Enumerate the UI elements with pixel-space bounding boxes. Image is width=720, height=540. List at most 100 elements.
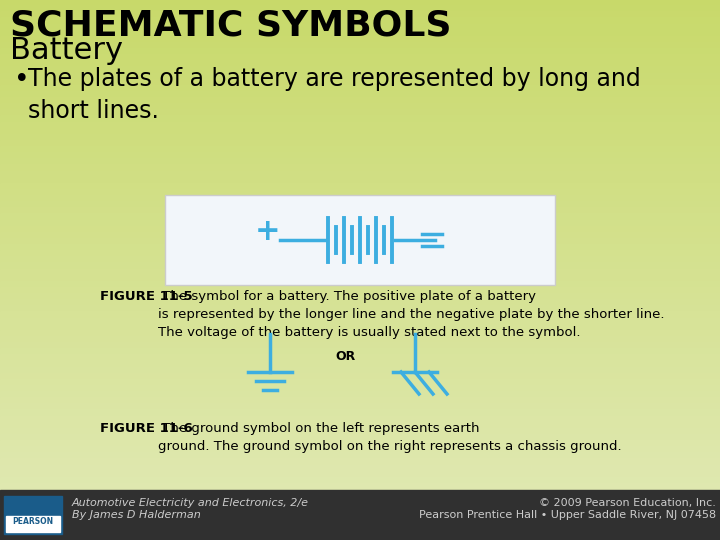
Bar bbox=[0, 281, 720, 288]
Bar bbox=[0, 409, 720, 416]
Bar bbox=[0, 24, 720, 31]
Bar bbox=[0, 367, 720, 374]
Bar bbox=[0, 146, 720, 153]
Bar bbox=[0, 244, 720, 251]
Bar bbox=[0, 464, 720, 471]
Bar bbox=[0, 385, 720, 392]
Bar bbox=[0, 268, 720, 275]
Text: By James D Halderman: By James D Halderman bbox=[72, 510, 201, 520]
Bar bbox=[0, 422, 720, 429]
Text: Education: Education bbox=[17, 528, 49, 533]
Bar bbox=[0, 287, 720, 294]
Bar bbox=[0, 85, 720, 92]
Bar bbox=[0, 238, 720, 245]
Bar bbox=[0, 318, 720, 325]
Bar bbox=[0, 453, 720, 460]
Bar bbox=[0, 275, 720, 282]
Bar bbox=[0, 60, 720, 68]
Bar bbox=[0, 226, 720, 233]
Bar bbox=[0, 305, 720, 312]
Bar bbox=[6, 516, 60, 532]
Bar bbox=[0, 403, 720, 410]
Bar bbox=[0, 336, 720, 343]
Bar bbox=[0, 183, 720, 190]
Bar bbox=[4, 496, 62, 534]
Bar bbox=[0, 330, 720, 337]
Bar bbox=[0, 66, 720, 73]
Bar bbox=[0, 54, 720, 61]
Text: Pearson Prentice Hall • Upper Saddle River, NJ 07458: Pearson Prentice Hall • Upper Saddle Riv… bbox=[419, 510, 716, 520]
Text: FIGURE 11-5: FIGURE 11-5 bbox=[100, 290, 193, 303]
Bar bbox=[0, 471, 720, 478]
Bar bbox=[0, 232, 720, 239]
Bar bbox=[0, 30, 720, 37]
Bar bbox=[0, 79, 720, 86]
Bar bbox=[0, 379, 720, 386]
Bar bbox=[0, 72, 720, 79]
Bar bbox=[0, 207, 720, 214]
Bar bbox=[0, 440, 720, 447]
Bar bbox=[0, 17, 720, 24]
Bar bbox=[0, 48, 720, 55]
Bar bbox=[0, 0, 720, 6]
Text: •: • bbox=[14, 67, 30, 93]
Bar bbox=[0, 434, 720, 441]
Text: Battery: Battery bbox=[10, 36, 123, 65]
Bar bbox=[0, 415, 720, 423]
FancyBboxPatch shape bbox=[165, 195, 555, 285]
Bar bbox=[0, 5, 720, 12]
Bar bbox=[0, 116, 720, 123]
Bar bbox=[0, 122, 720, 129]
Bar bbox=[0, 348, 720, 355]
Text: The symbol for a battery. The positive plate of a battery
is represented by the : The symbol for a battery. The positive p… bbox=[158, 290, 665, 339]
Bar bbox=[0, 458, 720, 465]
Bar bbox=[0, 213, 720, 220]
Bar bbox=[0, 477, 720, 484]
Bar bbox=[0, 373, 720, 380]
Bar bbox=[0, 189, 720, 196]
Text: The plates of a battery are represented by long and
short lines.: The plates of a battery are represented … bbox=[28, 67, 641, 123]
Bar bbox=[0, 201, 720, 208]
Bar bbox=[0, 97, 720, 104]
Bar bbox=[0, 490, 720, 540]
Bar bbox=[0, 219, 720, 227]
Bar bbox=[0, 312, 720, 319]
Bar bbox=[0, 391, 720, 398]
Bar bbox=[0, 140, 720, 147]
Bar bbox=[0, 299, 720, 306]
Bar bbox=[0, 171, 720, 178]
Bar bbox=[0, 262, 720, 269]
Text: SCHEMATIC SYMBOLS: SCHEMATIC SYMBOLS bbox=[10, 8, 451, 42]
Bar bbox=[0, 164, 720, 172]
Bar bbox=[0, 342, 720, 349]
Bar bbox=[0, 42, 720, 49]
Bar bbox=[0, 195, 720, 202]
Bar bbox=[0, 36, 720, 43]
Bar bbox=[0, 256, 720, 264]
Bar bbox=[0, 483, 720, 490]
Bar bbox=[0, 428, 720, 435]
Bar bbox=[0, 109, 720, 117]
Bar bbox=[0, 323, 720, 330]
Bar bbox=[0, 360, 720, 368]
Bar bbox=[0, 152, 720, 159]
Bar bbox=[0, 293, 720, 300]
Text: OR: OR bbox=[335, 350, 355, 363]
Text: FIGURE 11-6: FIGURE 11-6 bbox=[100, 422, 193, 435]
Text: Automotive Electricity and Electronics, 2/e: Automotive Electricity and Electronics, … bbox=[72, 498, 309, 508]
Bar bbox=[0, 446, 720, 453]
Bar bbox=[0, 250, 720, 257]
Text: © 2009 Pearson Education, Inc.: © 2009 Pearson Education, Inc. bbox=[539, 498, 716, 508]
Text: +: + bbox=[255, 218, 281, 246]
Bar bbox=[0, 91, 720, 98]
Bar bbox=[0, 127, 720, 135]
Bar bbox=[0, 103, 720, 110]
Bar bbox=[0, 354, 720, 361]
Text: The ground symbol on the left represents earth
ground. The ground symbol on the : The ground symbol on the left represents… bbox=[158, 422, 622, 453]
Text: PEARSON: PEARSON bbox=[12, 517, 53, 526]
Bar bbox=[0, 158, 720, 165]
Bar bbox=[0, 134, 720, 141]
Bar bbox=[0, 177, 720, 184]
Bar bbox=[0, 11, 720, 18]
Bar bbox=[0, 397, 720, 404]
